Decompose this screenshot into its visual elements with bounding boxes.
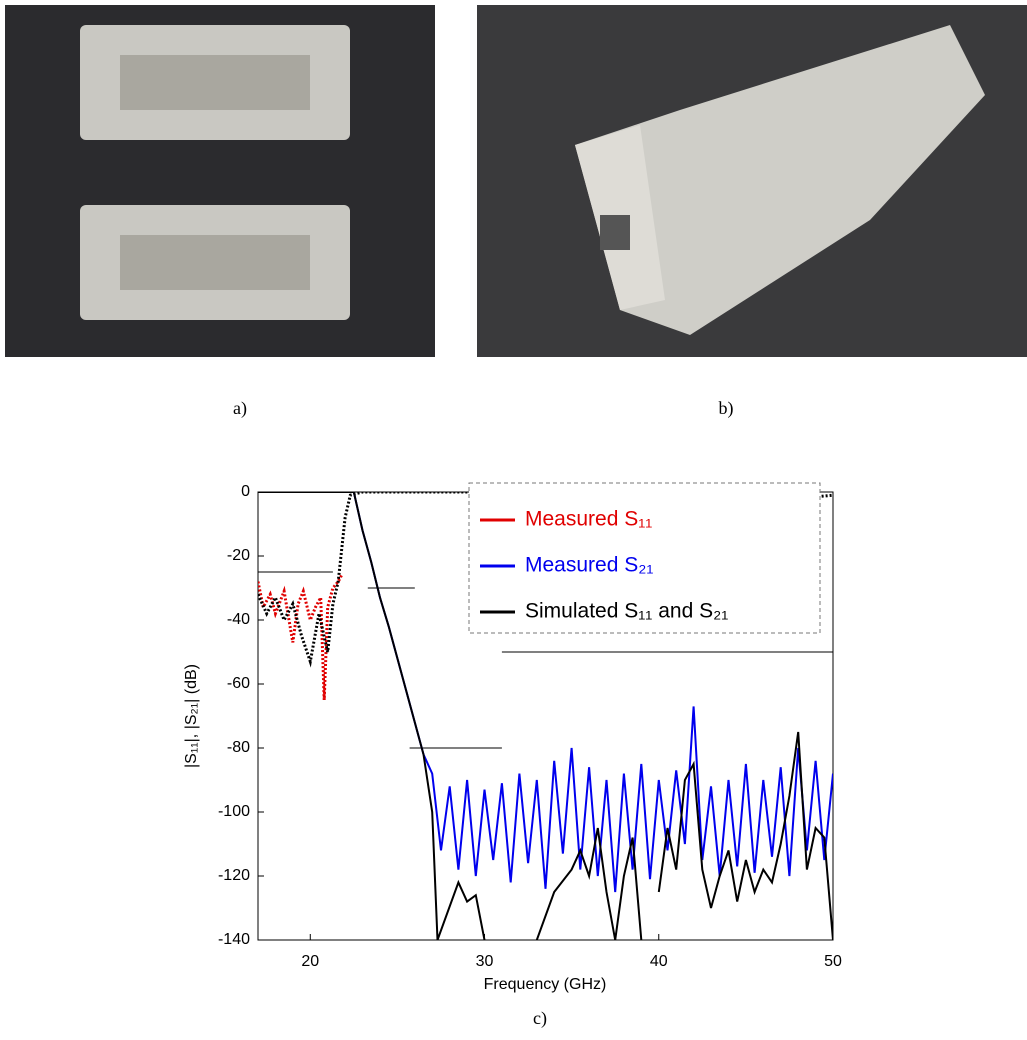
y-tick-label: 0 [241,483,250,500]
x-axis-label: Frequency (GHz) [484,976,607,993]
plot-area [258,492,833,940]
x-tick-label: 20 [301,953,319,970]
x-tick-label: 50 [824,953,842,970]
photo-b [477,5,1027,357]
y-tick-label: -100 [218,803,250,820]
caption: c) [533,1008,547,1029]
legend-label: Measured S₂₁ [525,554,653,577]
x-tick-label: 40 [650,953,668,970]
x-tick-label: 30 [476,953,494,970]
photo-a [5,5,435,357]
y-tick-label: -120 [218,867,250,884]
y-tick-label: -140 [218,931,250,948]
legend-label: Simulated S₁₁ and S₂₁ [525,600,728,623]
legend [468,482,821,634]
y-axis-label: |S₁₁|, |S₂₁| (dB) [183,664,200,768]
y-tick-label: -40 [227,611,250,628]
series-line [258,492,833,940]
series-line [258,492,833,668]
y-tick-label: -20 [227,547,250,564]
legend-label: Measured S₁₁ [525,508,652,531]
y-tick-label: -80 [227,739,250,756]
caption: a) [233,398,247,419]
y-tick-label: -60 [227,675,250,692]
series-line [258,574,343,701]
caption: b) [719,398,734,419]
